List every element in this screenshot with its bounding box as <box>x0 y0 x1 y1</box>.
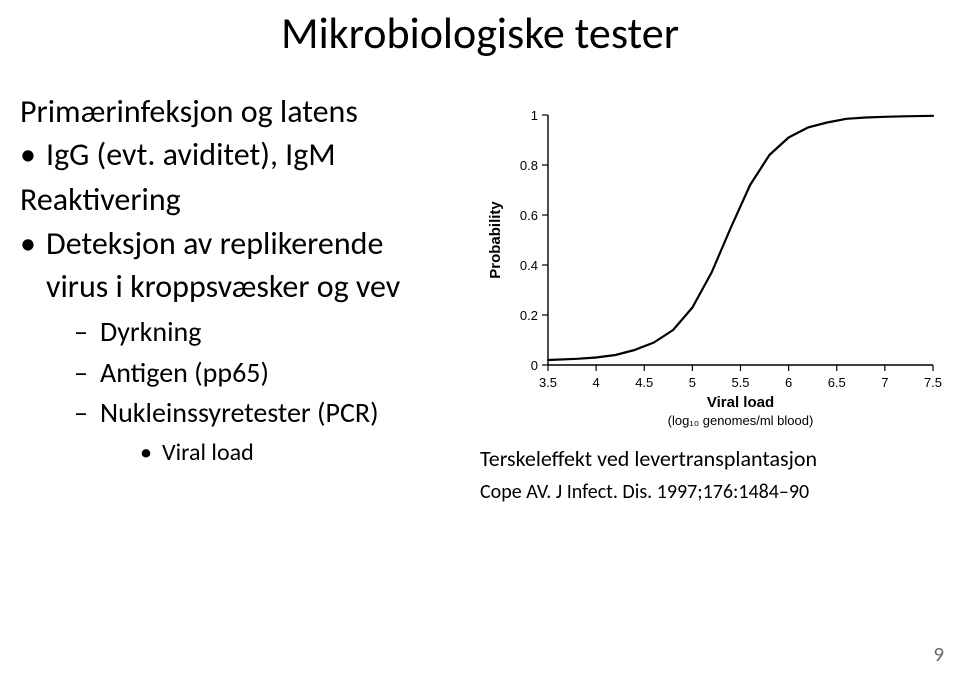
caption-line: Terskeleffekt ved levertransplantasjon <box>480 445 950 473</box>
svg-text:7.5: 7.5 <box>924 375 942 390</box>
caption-citation: Cope AV. J Infect. Dis. 1997;176:1484–90 <box>480 479 950 506</box>
svg-text:7: 7 <box>881 375 888 390</box>
bullet-l3: Viral load <box>140 436 450 470</box>
bullet-l2: Nukleinssyretester (PCR) Viral load <box>74 393 450 469</box>
svg-text:1: 1 <box>531 108 538 123</box>
svg-text:4.5: 4.5 <box>635 375 653 390</box>
slide-title: Mikrobiologiske tester <box>0 6 960 60</box>
section-heading: Reaktivering <box>20 178 450 221</box>
svg-text:0.8: 0.8 <box>520 158 538 173</box>
svg-text:6: 6 <box>785 375 792 390</box>
probability-chart: 0 0.2 0.4 0.6 0.8 1 3.5 4 4.5 5 5.5 6 6.5 7 7.5 Probabi… <box>480 105 945 435</box>
bullet-l1: IgG (evt. aviditet), IgM <box>20 133 450 176</box>
svg-text:0.2: 0.2 <box>520 308 538 323</box>
svg-text:Probability: Probability <box>487 201 504 279</box>
svg-text:6.5: 6.5 <box>828 375 846 390</box>
svg-text:4: 4 <box>593 375 600 390</box>
svg-text:0.4: 0.4 <box>520 258 538 273</box>
chart-caption: Terskeleffekt ved levertransplantasjon C… <box>480 445 950 506</box>
page-number: 9 <box>933 641 944 667</box>
bullet-text: Deteksjon av replikerende virus i kropps… <box>46 224 400 306</box>
svg-text:3.5: 3.5 <box>539 375 557 390</box>
left-column: Primærinfeksjon og latens IgG (evt. avid… <box>20 88 450 471</box>
bullet-l1: Deteksjon av replikerende virus i kropps… <box>20 222 450 470</box>
svg-text:5: 5 <box>689 375 696 390</box>
slide: Mikrobiologiske tester Primærinfeksjon o… <box>0 0 960 677</box>
chart-svg: 0 0.2 0.4 0.6 0.8 1 3.5 4 4.5 5 5.5 6 6.5 7 7.5 Probabi… <box>480 105 945 435</box>
bullet-text: Nukleinssyretester (PCR) <box>100 395 379 430</box>
section-heading: Primærinfeksjon og latens <box>20 90 450 133</box>
bullet-l2: Dyrkning <box>74 312 450 353</box>
svg-text:(log₁₀ genomes/ml blood): (log₁₀ genomes/ml blood) <box>668 413 814 428</box>
bullet-l2: Antigen (pp65) <box>74 353 450 394</box>
svg-text:Viral load: Viral load <box>707 394 774 411</box>
svg-text:0.6: 0.6 <box>520 208 538 223</box>
svg-text:5.5: 5.5 <box>731 375 749 390</box>
svg-text:0: 0 <box>531 358 538 373</box>
